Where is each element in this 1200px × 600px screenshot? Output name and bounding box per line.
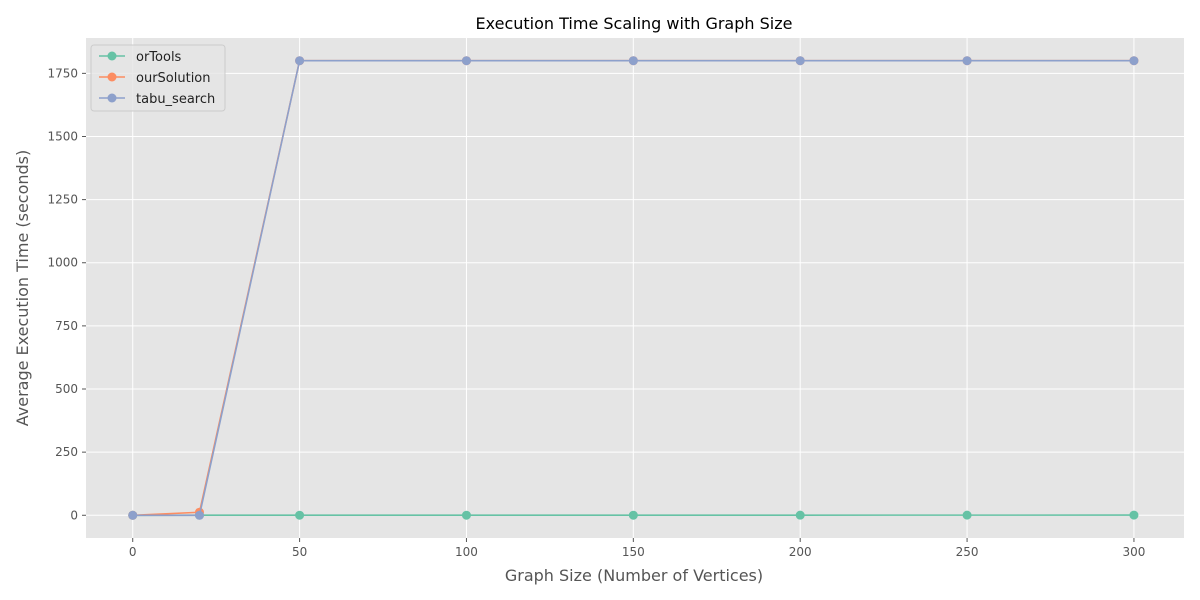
legend-marker-tabu_search: [107, 93, 117, 103]
series-lines: [128, 56, 1139, 520]
data-point-orTools: [461, 510, 471, 520]
x-tick-label: 50: [292, 545, 307, 559]
series-orTools: [128, 510, 1139, 520]
y-tick-label: 500: [55, 382, 78, 396]
x-axis-title: Graph Size (Number of Vertices): [505, 566, 763, 585]
legend-marker-ourSolution: [107, 72, 117, 82]
series-tabu_search: [128, 56, 1139, 520]
legend-label-ourSolution: ourSolution: [136, 71, 211, 86]
y-tick-label: 750: [55, 319, 78, 333]
y-axis-title: Average Execution Time (seconds): [13, 150, 32, 427]
y-tick-label: 1250: [47, 193, 78, 207]
data-point-orTools: [795, 510, 805, 520]
x-tick-label: 150: [622, 545, 645, 559]
y-tick-label: 1000: [47, 256, 78, 270]
data-point-orTools: [1129, 510, 1139, 520]
legend-box: [90, 44, 226, 112]
legend: orTools ourSolution tabu_search: [90, 44, 226, 112]
x-tick-label: 200: [789, 545, 812, 559]
x-tick-label: 250: [956, 545, 979, 559]
y-tick-label: 0: [70, 508, 78, 522]
data-point-tabu_search: [1129, 56, 1139, 66]
legend-label-tabu_search: tabu_search: [136, 92, 215, 107]
data-point-tabu_search: [628, 56, 638, 66]
x-axis-ticks: 0 50 100 150 200 250 300: [129, 538, 1145, 559]
data-point-tabu_search: [194, 510, 204, 520]
x-tick-label: 0: [129, 545, 137, 559]
legend-items: orTools ourSolution tabu_search: [99, 50, 215, 107]
data-point-orTools: [628, 510, 638, 520]
legend-marker-orTools: [107, 51, 117, 61]
data-point-tabu_search: [461, 56, 471, 66]
y-tick-label: 1750: [47, 66, 78, 80]
x-tick-label: 100: [455, 545, 478, 559]
data-point-orTools: [295, 510, 305, 520]
y-tick-label: 1500: [47, 129, 78, 143]
chart-title: Execution Time Scaling with Graph Size: [476, 14, 793, 33]
data-point-tabu_search: [295, 56, 305, 66]
legend-label-orTools: orTools: [136, 50, 182, 65]
y-tick-label: 250: [55, 445, 78, 459]
x-tick-label: 300: [1122, 545, 1145, 559]
plot-area: [86, 38, 1184, 538]
data-point-tabu_search: [795, 56, 805, 66]
data-point-tabu_search: [962, 56, 972, 66]
data-point-orTools: [962, 510, 972, 520]
series-line-tabu_search: [132, 59, 1134, 517]
data-point-tabu_search: [128, 510, 138, 520]
y-axis-ticks: 0 250 500 750 1000 1250 1500 1750: [47, 66, 86, 522]
